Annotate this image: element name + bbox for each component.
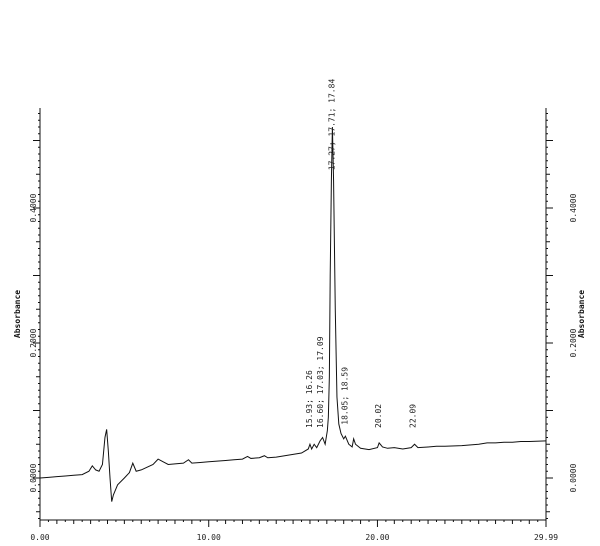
absorbance-trace [39,126,547,502]
x-tick-label: 10.00 [197,533,221,542]
y-tick-label-left: 0.4000 [29,193,38,222]
y-tick-label-right: 0.4000 [569,193,578,222]
peak-label: 22.09 [409,404,418,428]
y-axis-title-right: Absorbance [577,290,586,338]
peak-label: 15.93; 16.26 [305,370,314,428]
y-tick-label-left: 0.0000 [29,463,38,492]
x-tick-label: 29.99 [534,533,558,542]
y-tick-label-left: 0.2000 [29,328,38,357]
peak-label: 18.05; 18.59 [341,367,350,425]
y-tick-label-right: 0.2000 [569,328,578,357]
x-tick-label: 0.00 [30,533,49,542]
peak-label: 16.60; 17.03; 17.09 [316,336,325,428]
peak-label: 17.27; 17.71; 17.84 [327,79,336,171]
tick-labels: 0.00 10.00 20.00 29.99 0.0000 0.2000 0.4000 0.0… [29,193,578,542]
peak-label: 20.02 [374,404,383,428]
y-tick-label-right: 0.0000 [569,463,578,492]
peak-annotations: 17.27; 17.71; 17.84 15.93; 16.26 16.60; 17… [305,79,418,428]
x-tick-label: 20.00 [365,533,389,542]
y-axis-title-left: Absorbance [13,290,22,338]
tick-marks [33,113,553,527]
